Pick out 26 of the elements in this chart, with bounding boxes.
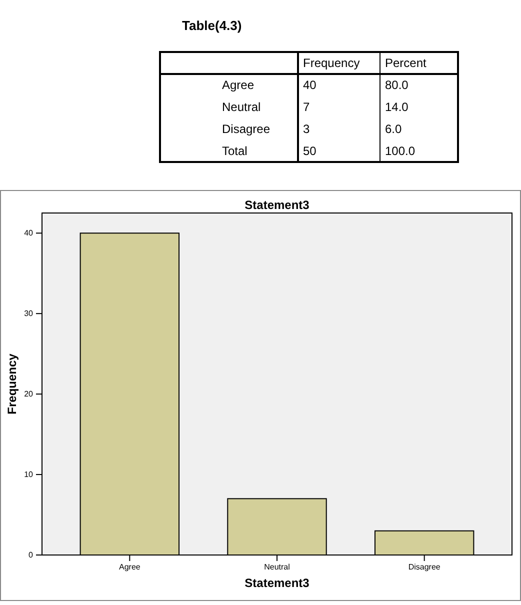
category-label: Frequency bbox=[303, 56, 360, 70]
category-label: Disagree bbox=[222, 122, 270, 136]
y-tick-label: 20 bbox=[24, 390, 34, 399]
text: 3 bbox=[303, 122, 310, 136]
x-axis-title: Statement3 bbox=[244, 576, 310, 590]
text: 50 bbox=[303, 144, 316, 158]
y-tick-label: 0 bbox=[28, 550, 34, 560]
text: Table(4.3) bbox=[182, 18, 242, 33]
text: 6.0 bbox=[385, 122, 402, 136]
category-label: Percent bbox=[385, 56, 428, 70]
x-tick-label: Disagree bbox=[408, 562, 441, 572]
chart-title: Statement3 bbox=[244, 198, 310, 212]
y-tick-label: 40 bbox=[24, 228, 34, 238]
x-tick-label: Agree bbox=[118, 562, 141, 572]
text: 100.0 bbox=[385, 144, 416, 158]
category-label: Agree bbox=[222, 78, 254, 92]
y-axis-title: Frequency bbox=[5, 353, 19, 414]
category-label: Neutral bbox=[222, 100, 261, 114]
text: 14.0 bbox=[385, 100, 408, 114]
y-tick-label: 10 bbox=[24, 470, 34, 480]
text: 40 bbox=[303, 78, 316, 92]
text: 7 bbox=[303, 100, 310, 114]
y-tick-label: 30 bbox=[24, 309, 34, 318]
text: 80.0 bbox=[385, 78, 408, 92]
x-tick-label: Neutral bbox=[264, 562, 290, 572]
category-label: Total bbox=[222, 144, 248, 158]
